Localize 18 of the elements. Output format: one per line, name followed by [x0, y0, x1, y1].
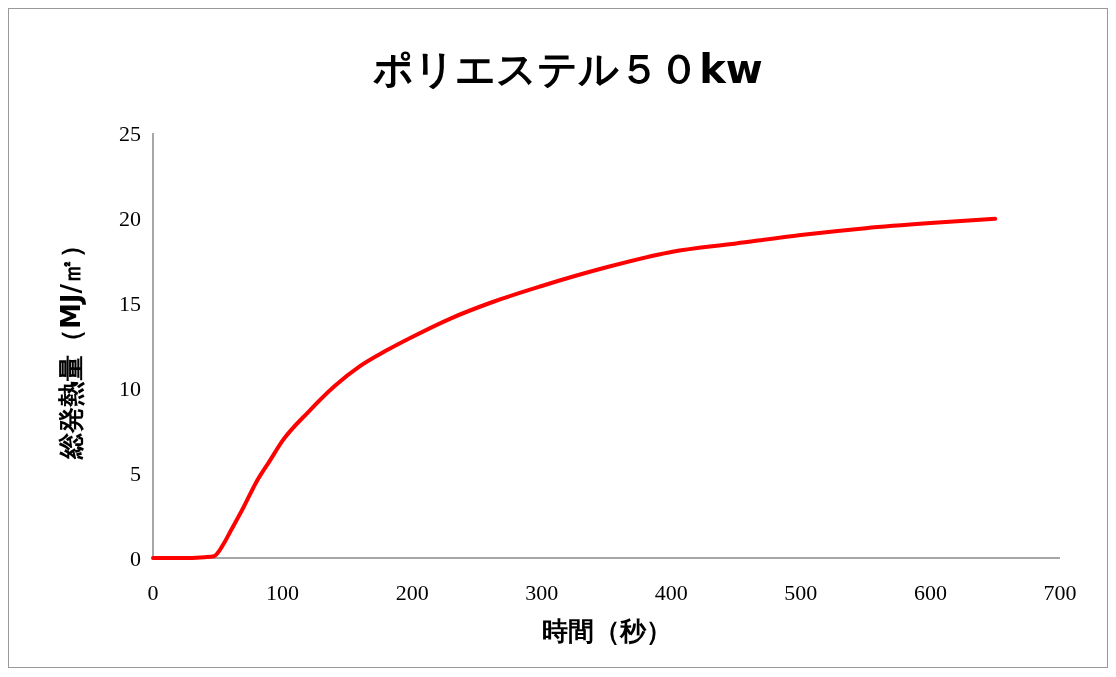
x-tick-label: 200: [395, 580, 429, 605]
y-tick-label: 0: [130, 545, 141, 571]
chart-title: ポリエステル５０kw: [373, 46, 763, 92]
y-tick-label: 10: [119, 375, 141, 401]
x-tick-label: 500: [784, 580, 818, 605]
line-series: [151, 216, 998, 560]
x-tick-label: 700: [1043, 580, 1077, 605]
x-tick-label: 300: [525, 580, 559, 605]
x-tick-label: 400: [654, 580, 688, 605]
x-axis-title: 時間（秒）: [541, 616, 672, 646]
y-tick-label: 5: [130, 460, 141, 486]
y-axis-title: 総発熱量（MJ/㎡）: [56, 231, 86, 461]
y-tick-label: 25: [119, 120, 141, 146]
y-tick-label: 15: [119, 290, 141, 316]
x-tick-label: 100: [266, 580, 300, 605]
x-tick-label: 0: [147, 580, 159, 605]
y-tick-label: 20: [119, 205, 141, 231]
x-tick-label: 600: [913, 580, 947, 605]
